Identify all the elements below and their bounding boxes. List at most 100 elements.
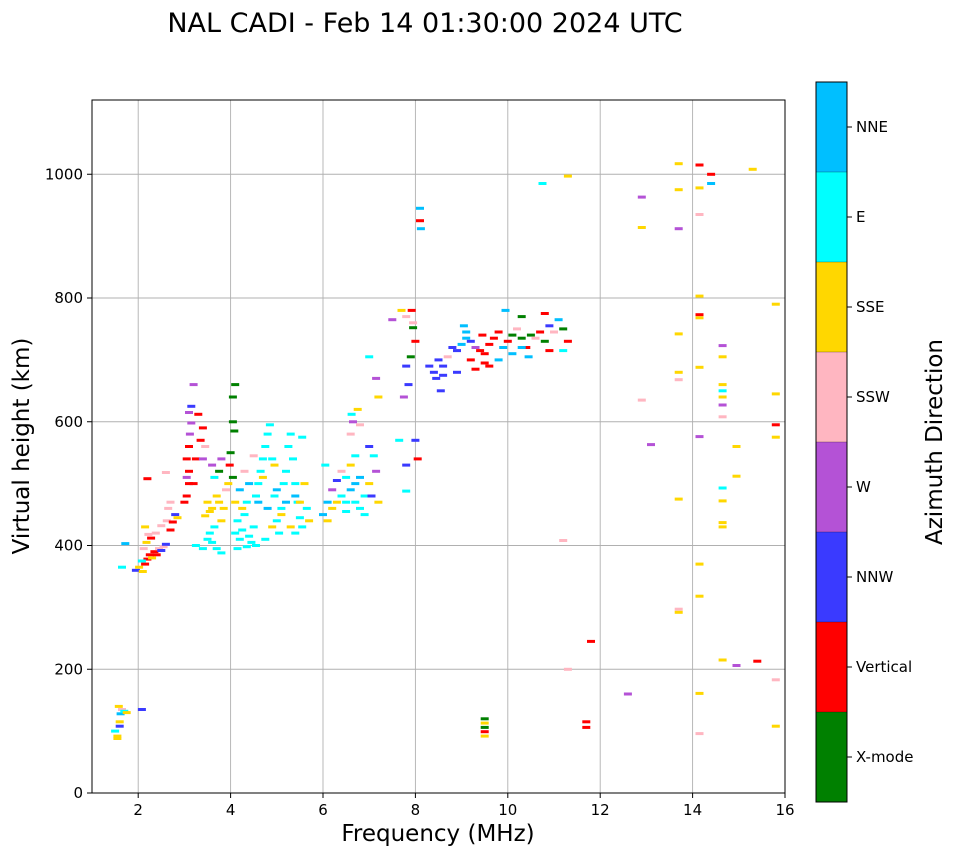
x-tick-label: 10 <box>498 801 517 819</box>
data-point <box>208 463 217 467</box>
data-point <box>111 729 120 733</box>
data-point <box>718 355 727 359</box>
data-point <box>298 525 307 529</box>
data-point <box>113 734 122 738</box>
data-point <box>674 332 683 336</box>
data-point <box>554 318 563 322</box>
data-point <box>157 524 166 528</box>
data-point <box>282 500 290 504</box>
data-point <box>137 559 146 563</box>
data-point <box>559 327 568 331</box>
x-tick-label: 2 <box>133 801 143 819</box>
data-point <box>413 457 422 461</box>
data-point <box>674 607 683 611</box>
data-point <box>637 398 646 402</box>
data-point <box>332 479 341 482</box>
data-point <box>252 494 260 498</box>
data-point <box>695 435 704 439</box>
data-point <box>718 486 727 490</box>
data-point <box>522 346 531 349</box>
data-point <box>228 475 237 479</box>
data-point <box>707 172 716 176</box>
data-point <box>342 510 351 513</box>
x-axis-label: Frequency (MHz) <box>341 821 534 847</box>
data-point <box>353 407 362 411</box>
data-point <box>210 475 219 479</box>
plot-frame <box>91 99 786 794</box>
data-point <box>411 339 420 343</box>
data-point <box>225 463 234 467</box>
data-point <box>517 315 526 319</box>
data-point <box>637 195 646 199</box>
data-point <box>159 545 168 549</box>
colorbar-tick-label: Vertical <box>856 658 912 676</box>
data-point <box>201 514 210 518</box>
data-point <box>674 370 683 374</box>
colorbar-segment <box>816 352 847 442</box>
data-point <box>365 482 374 486</box>
data-point <box>732 445 741 448</box>
data-point <box>215 469 224 473</box>
data-point <box>164 506 173 510</box>
data-point <box>279 482 288 486</box>
colorbar-segment <box>816 442 847 532</box>
data-point <box>489 336 498 340</box>
data-point <box>270 494 279 498</box>
data-point <box>434 358 443 362</box>
data-point <box>480 361 489 365</box>
data-point <box>258 457 267 461</box>
data-point <box>695 313 704 317</box>
data-point <box>342 500 351 504</box>
data-point <box>161 542 170 546</box>
data-point <box>162 519 171 523</box>
colorbar-segment <box>816 172 847 262</box>
colorbar-segment <box>816 712 847 802</box>
data-point <box>365 355 374 359</box>
data-point <box>718 521 727 525</box>
data-point <box>144 532 153 536</box>
data-point <box>291 482 300 486</box>
data-point <box>674 227 683 231</box>
data-point <box>173 516 182 520</box>
data-point <box>277 513 286 517</box>
data-point <box>674 378 683 382</box>
data-point <box>139 547 148 551</box>
data-point <box>295 516 304 520</box>
data-point <box>282 469 290 473</box>
data-point <box>402 315 411 319</box>
data-point <box>115 720 124 724</box>
data-point <box>397 308 406 312</box>
data-point <box>208 540 217 544</box>
colorbar-frame <box>815 81 848 803</box>
data-point <box>151 531 160 535</box>
data-point <box>718 499 727 503</box>
data-point <box>230 429 239 433</box>
data-point <box>409 326 418 330</box>
data-point <box>166 528 175 532</box>
data-point <box>718 395 727 399</box>
x-tick-label: 12 <box>591 801 610 819</box>
data-point <box>231 500 240 504</box>
data-point <box>448 346 457 349</box>
data-point <box>695 562 704 566</box>
data-point <box>194 412 203 416</box>
data-point <box>559 539 568 542</box>
data-point <box>142 540 151 544</box>
data-point <box>291 494 300 498</box>
data-points <box>111 162 780 740</box>
data-point <box>480 730 489 734</box>
data-point <box>349 420 357 424</box>
data-point <box>219 506 228 510</box>
data-point <box>242 545 251 549</box>
data-point <box>674 162 683 166</box>
data-point <box>718 403 727 407</box>
data-point <box>347 412 356 416</box>
data-point <box>143 557 152 561</box>
colorbar-tick-label: SSW <box>856 388 890 406</box>
data-point <box>254 500 263 504</box>
colorbar-tick-label: E <box>856 208 865 226</box>
data-point <box>187 421 196 425</box>
data-point <box>674 610 683 614</box>
data-point <box>118 708 126 711</box>
